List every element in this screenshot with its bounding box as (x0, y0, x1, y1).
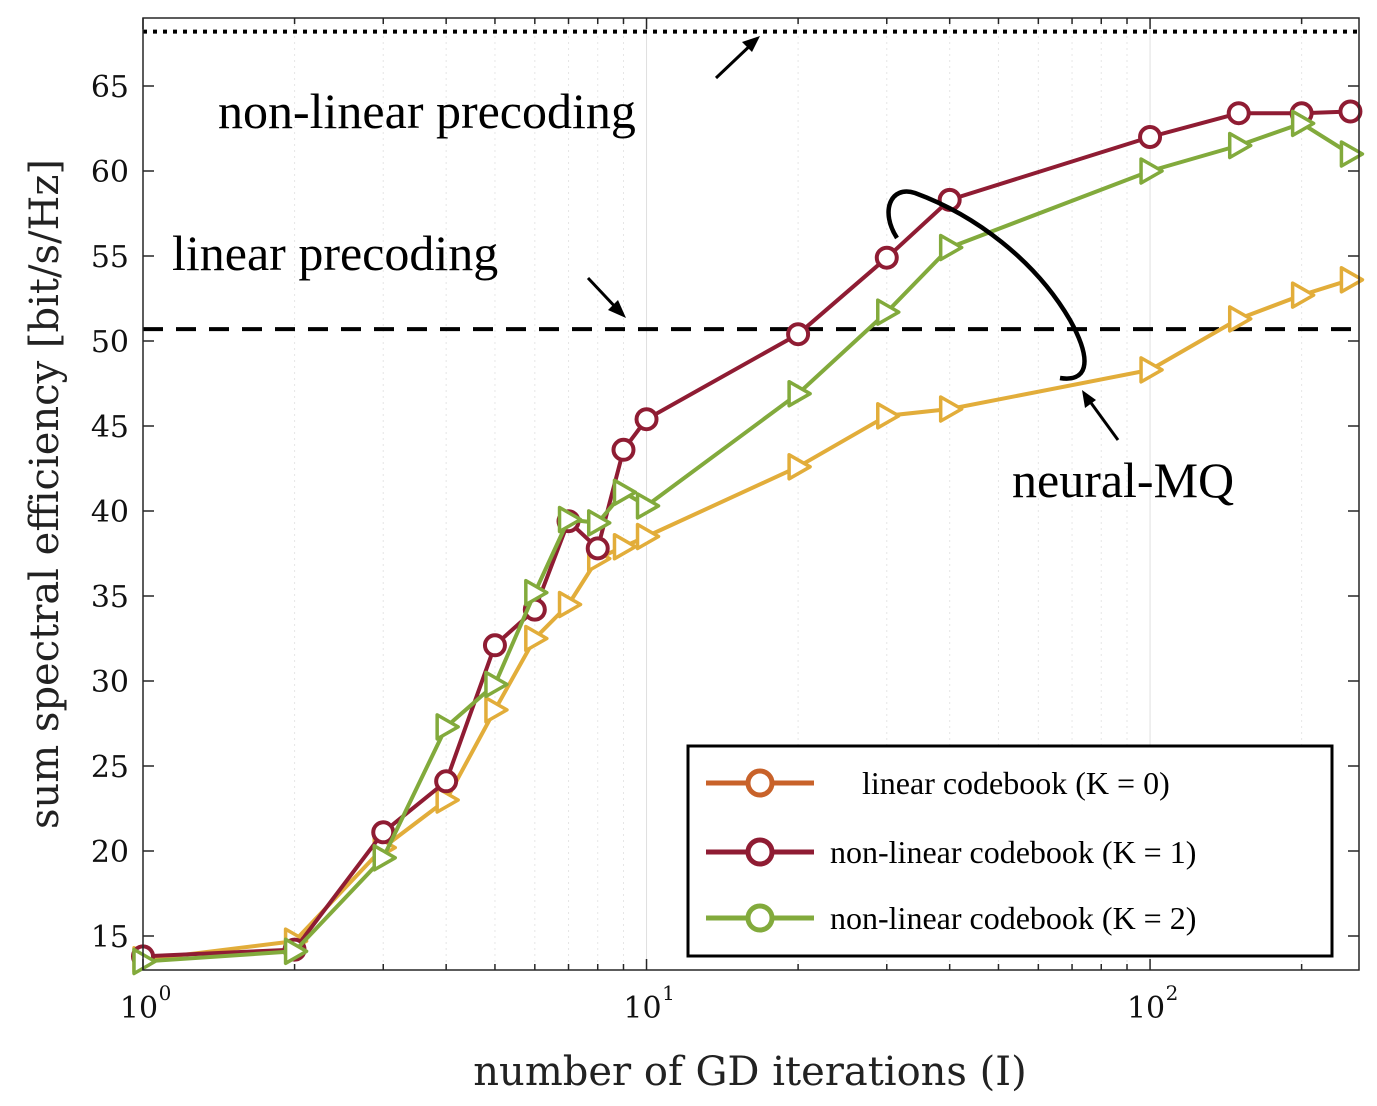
y-axis-label: sum spectral efficiency [bit/s/Hz] (22, 159, 68, 829)
x-tick-label: 10 (623, 991, 661, 1026)
data-point (482, 633, 507, 658)
data-point (484, 696, 509, 724)
data-point (372, 844, 397, 872)
data-point (787, 379, 812, 408)
reference-lines (143, 29, 1359, 332)
neural-mq-bracket (886, 189, 1087, 381)
data-point (876, 298, 901, 326)
data-point (612, 478, 638, 507)
annotation-neural-mq: neural-MQ (1012, 452, 1234, 508)
x-tick-label-exponent: 1 (662, 981, 675, 1005)
y-tick-label: 35 (91, 580, 129, 615)
data-point (585, 536, 610, 561)
y-tick-label: 30 (91, 665, 129, 700)
data-point (1339, 140, 1365, 168)
annotation-non-linear-precoding: non-linear precoding (218, 83, 636, 139)
data-point (787, 453, 812, 481)
data-point (635, 492, 661, 520)
data-point (557, 505, 583, 534)
data-point (1290, 109, 1316, 138)
legend: linear codebook (K = 0) non-linear codeb… (686, 744, 1334, 958)
data-point (611, 437, 636, 462)
data-point (484, 670, 509, 699)
data-point (586, 509, 612, 537)
x-tick-label-exponent: 2 (1166, 981, 1179, 1005)
data-point (874, 245, 899, 270)
annotation-arrowhead-linear (608, 300, 626, 318)
data-point (1227, 131, 1253, 160)
y-tick-label: 15 (91, 920, 129, 955)
data-point (1139, 356, 1164, 384)
y-tick-label: 50 (91, 325, 129, 360)
legend-label-k2: non-linear codebook (K = 2) (830, 900, 1196, 936)
data-point (876, 402, 901, 430)
legend-marker-k0 (745, 768, 775, 798)
y-tick-label: 20 (91, 835, 129, 870)
x-axis-label: number of GD iterations (I) (473, 1049, 1026, 1095)
data-point (1139, 157, 1164, 185)
plot-frame (142, 17, 1360, 971)
annotation-linear-precoding: linear precoding (172, 225, 498, 281)
data-point (1138, 125, 1163, 149)
data-point (435, 786, 460, 814)
data-point (1290, 281, 1316, 309)
y-tick-label: 65 (91, 70, 129, 105)
data-point (524, 578, 549, 607)
data-point (283, 937, 309, 966)
data-point (612, 532, 638, 561)
annotation-arrowhead-neural-mq (1082, 390, 1096, 408)
data-point (524, 624, 549, 653)
data-point (634, 407, 659, 432)
y-tick-label: 45 (91, 410, 129, 445)
legend-marker-k2 (745, 903, 775, 933)
data-point (1338, 99, 1363, 124)
data-point (1226, 101, 1251, 126)
data-point (938, 233, 964, 262)
data-point (557, 590, 583, 619)
annotation-arrowhead-non-linear (742, 36, 760, 52)
data-point (132, 947, 157, 976)
data-point (434, 769, 459, 794)
x-tick-label: 10 (1127, 991, 1165, 1026)
y-tick-label: 60 (91, 155, 129, 190)
y-tick-label: 40 (91, 495, 129, 530)
series-group (131, 99, 1365, 976)
data-point (1227, 305, 1253, 333)
legend-label-k1: non-linear codebook (K = 1) (830, 834, 1196, 870)
y-tick-label: 25 (91, 750, 129, 785)
legend-label-k0: linear codebook (K = 0) (862, 765, 1170, 801)
data-point (786, 322, 811, 347)
x-tick-label-exponent: 0 (159, 981, 172, 1005)
data-point (435, 713, 460, 741)
data-point (371, 820, 396, 845)
y-tick-label: 55 (91, 240, 129, 275)
x-tick-label: 10 (120, 991, 158, 1026)
data-point (938, 395, 964, 423)
legend-marker-k1 (745, 837, 775, 867)
data-point (1339, 266, 1365, 294)
data-point (635, 522, 661, 551)
